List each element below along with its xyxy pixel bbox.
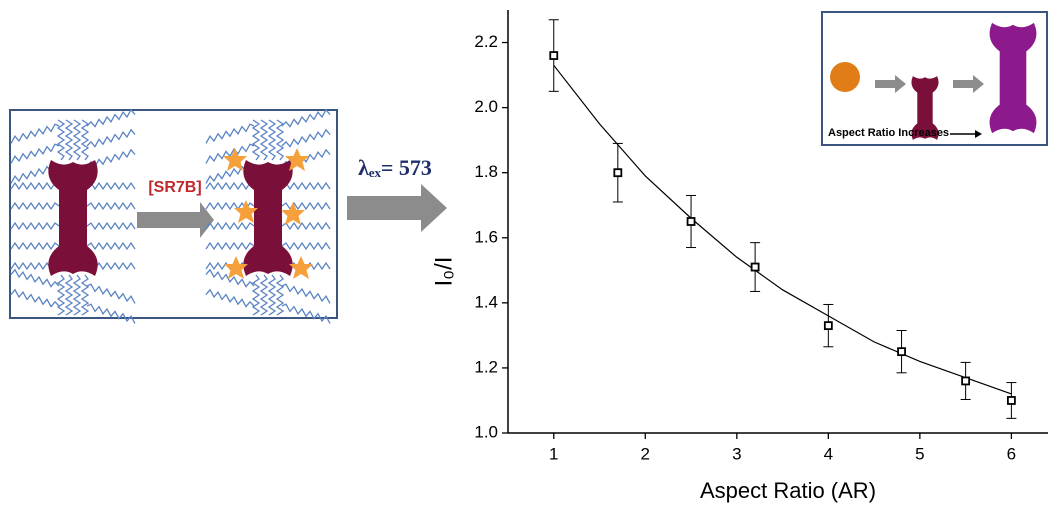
ligand (10, 268, 60, 288)
inset-arrow (875, 80, 897, 88)
data-point (1006, 396, 1016, 405)
data-point (613, 168, 623, 178)
y-axis-label: I₀/I (430, 257, 457, 287)
x-tick-label: 2 (641, 444, 650, 463)
ligand (86, 283, 136, 304)
y-tick-label: 1.8 (474, 162, 498, 181)
inset-caption: Aspect Ratio Increases (828, 127, 949, 139)
ligand (281, 181, 331, 191)
inset-arrow-head (973, 75, 984, 93)
ligand (259, 274, 269, 316)
inset-arrow-head (895, 75, 906, 93)
ligand (275, 119, 285, 161)
ligand (281, 108, 331, 128)
y-tick-label: 2.2 (474, 32, 498, 51)
ligand (281, 241, 331, 251)
ligand (281, 128, 331, 148)
ligand (281, 283, 331, 304)
ligand (10, 241, 60, 251)
x-tick-label: 5 (915, 444, 924, 463)
ligand (80, 274, 90, 316)
ligand (80, 119, 90, 161)
x-tick-label: 4 (824, 444, 833, 463)
ligand (72, 274, 82, 316)
x-axis-label: Aspect Ratio (AR) (700, 478, 876, 503)
inset-caption-arrow-head (975, 130, 982, 138)
sphere (830, 62, 860, 92)
ligand (86, 221, 136, 231)
data-point (823, 321, 833, 331)
ligand (64, 119, 74, 161)
ligand (86, 181, 136, 191)
excitation-label: λₑₓ= 573 (358, 155, 432, 180)
ligand (86, 108, 136, 128)
x-tick-label: 6 (1007, 444, 1016, 463)
ligand (86, 201, 136, 211)
y-tick-label: 1.4 (474, 292, 498, 311)
x-tick-label: 1 (549, 444, 558, 463)
ligand (251, 119, 261, 161)
ligand (205, 268, 255, 288)
y-tick-label: 1.2 (474, 357, 498, 376)
ligand (64, 274, 74, 316)
big-arrow-body (347, 196, 423, 220)
reagent-label: [SR7B] (148, 179, 201, 196)
x-tick-label: 3 (732, 444, 741, 463)
ligand (10, 201, 60, 211)
ligand (251, 274, 261, 316)
ligand (205, 221, 255, 231)
data-point (750, 262, 760, 272)
ligand (205, 123, 255, 144)
y-tick-label: 2.0 (474, 97, 498, 116)
arrow-body (137, 212, 202, 228)
ligand (205, 181, 255, 191)
data-point (961, 376, 971, 386)
ligand (10, 221, 60, 231)
schematic: [SR7B] λₑₓ= 573 Aspect Ratio Increases (9, 11, 1048, 324)
ligand (259, 119, 269, 161)
fit-curve (553, 64, 1012, 395)
ligand (267, 119, 277, 161)
ligand (86, 128, 136, 148)
ligand (267, 274, 277, 316)
data-point (549, 51, 559, 60)
ligand (10, 181, 60, 191)
ligand (205, 241, 255, 251)
big-arrow-head (421, 184, 447, 232)
ligand (72, 119, 82, 161)
data-point (686, 217, 696, 226)
ligand (10, 288, 60, 308)
ligand (275, 274, 285, 316)
ligand (10, 143, 60, 164)
ligand (281, 221, 331, 231)
ligand (86, 303, 136, 324)
y-tick-label: 1.0 (474, 422, 498, 441)
ligand (281, 303, 331, 324)
arrow-head (200, 202, 214, 238)
data-point (897, 347, 906, 357)
ligand (56, 274, 66, 316)
inset-arrow (953, 80, 975, 88)
ligand (205, 288, 255, 308)
ligand (86, 241, 136, 251)
ligand (10, 123, 60, 144)
ligand (56, 119, 66, 161)
y-tick-label: 1.6 (474, 227, 498, 246)
